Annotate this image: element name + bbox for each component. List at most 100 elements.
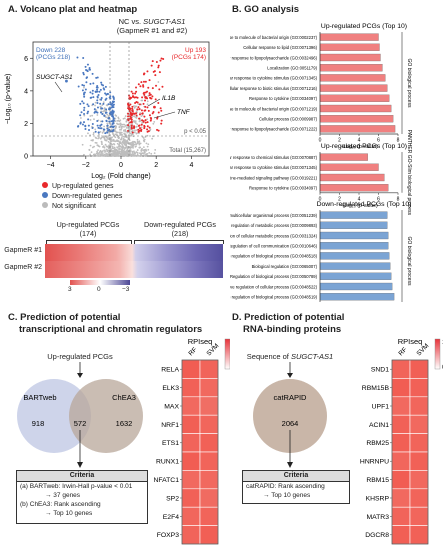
volcano-point-ns: [85, 155, 88, 157]
panel-c-subtitle: Up-regulated PCGs: [47, 352, 113, 361]
volcano-header: NC vs. SUGCT-AS1 (GapmeR #1 and #2): [82, 17, 222, 35]
volcano-point-ns: [143, 152, 145, 155]
volcano-point-down: [97, 131, 100, 134]
criteria-title-d: Criteria: [243, 471, 349, 482]
heatmap-cell: [199, 433, 219, 453]
volcano-point-ns: [118, 126, 121, 128]
volcano-point-up: [140, 123, 143, 126]
volcano-point-down: [80, 111, 83, 114]
volcano-point-ns: [89, 119, 92, 121]
go-x-tick-label: 0: [319, 138, 322, 144]
volcano-point-ns: [136, 142, 139, 145]
volcano-point-ns: [145, 149, 148, 152]
pval-label: p < 0.05: [184, 129, 207, 135]
heatmap-cell: [409, 525, 429, 545]
go-term-label: Negative regulation of biological proces…: [230, 295, 318, 300]
volcano-point-ns: [125, 143, 128, 146]
volcano-point-ns: [114, 130, 117, 133]
legend-label-up: Up-regulated genes: [52, 183, 114, 190]
heatmap-cell: [181, 488, 201, 508]
volcano-point-down: [86, 103, 89, 106]
volcano-point-up: [142, 120, 145, 123]
volcano-point-down: [83, 121, 86, 124]
heatmap-bracket-down: [134, 240, 224, 244]
volcano-point-ns: [116, 154, 119, 157]
volcano-point-up: [160, 119, 163, 122]
go-term-label: Localization (GO:0051179): [267, 66, 317, 71]
volcano-point-ns: [129, 142, 132, 144]
volcano-point-up: [135, 86, 138, 89]
heatmap-up-count: (174): [79, 229, 97, 238]
volcano-point-ns: [101, 104, 104, 107]
go-x-tick-label: 8: [397, 138, 400, 144]
venn-diagram: BARTweb ChEA3 918 572 1632: [17, 362, 143, 468]
volcano-point-down: [112, 129, 115, 132]
heatmap-cell: [181, 378, 201, 398]
volcano-point-ns: [119, 152, 121, 155]
venn-count-both: 572: [74, 419, 87, 428]
header-gene: SUGCT-AS1: [143, 17, 186, 26]
volcano-point-ns: [118, 144, 121, 147]
go-term-label: Cellular response to lipopolysaccharide …: [230, 127, 318, 132]
go-bar: [319, 153, 368, 161]
volcano-point-up: [150, 64, 153, 67]
volcano-point-up: [144, 119, 147, 122]
heatmap-scale-mid: 0: [97, 286, 101, 293]
volcano-point-down: [86, 63, 89, 66]
volcano-point-up: [136, 108, 139, 111]
go-term-label: Cytokine-mediated signaling pathway (GO:…: [230, 175, 318, 180]
volcano-point-ns: [129, 153, 132, 156]
go-group-title: Down-regulated PCGs (Top 10): [317, 201, 412, 208]
volcano-point-ns: [126, 131, 129, 134]
go-bar: [319, 104, 392, 113]
volcano-point-up: [130, 126, 133, 129]
volcano-point-ns: [114, 114, 117, 117]
heatmap-cell: [181, 470, 201, 490]
heatmap-scale-bar: [434, 338, 441, 370]
catrapid-diagram: catRAPID 2064: [253, 362, 327, 468]
gene-pointer-il1b: [147, 98, 161, 107]
volcano-point-down: [85, 81, 88, 84]
volcano-point-down: [94, 90, 97, 93]
volcano-point-ns: [129, 146, 132, 148]
volcano-point-ns: [95, 109, 98, 112]
volcano-point-down: [102, 102, 105, 105]
volcano-point-ns: [147, 143, 150, 146]
volcano-point-down: [87, 110, 90, 113]
volcano-point-down: [106, 131, 109, 134]
volcano-point-ns: [117, 123, 120, 126]
heatmap-scale-bar: [224, 338, 230, 370]
gene-label-tnf: TNF: [177, 109, 191, 116]
heatmap-color-scale: [70, 280, 130, 285]
go-term-label: Cellular response to lipopolysaccharide …: [230, 55, 318, 60]
volcano-point-sugct: [65, 79, 68, 83]
volcano-point-ns: [110, 154, 113, 157]
volcano-point-ns: [95, 142, 98, 144]
panel-c-title: C. Prediction of potential transcription…: [8, 312, 202, 336]
volcano-point-down: [89, 82, 92, 85]
volcano-point-ns: [136, 140, 139, 143]
go-bar: [319, 53, 381, 62]
volcano-point-ns: [131, 150, 134, 153]
volcano-point-ns: [99, 120, 102, 123]
volcano-point-ns: [122, 137, 125, 140]
go-side-label: PANTHER GO-Slim biological process: [406, 130, 412, 216]
volcano-point-up: [129, 103, 132, 106]
criteria-c-line2: → 37 genes: [45, 492, 81, 499]
volcano-point-down: [84, 124, 87, 127]
volcano-point-down: [89, 96, 92, 99]
volcano-point-ns: [122, 117, 125, 120]
heatmap-cell: [199, 378, 219, 398]
volcano-point-ns: [144, 135, 147, 138]
volcano-point-down: [112, 103, 115, 106]
volcano-point-ns: [136, 149, 139, 151]
volcano-point-down: [107, 117, 110, 120]
volcano-point-ns: [117, 116, 120, 119]
volcano-point-up: [137, 130, 140, 133]
volcano-point-ns: [134, 141, 137, 144]
volcano-point-down: [100, 81, 103, 84]
volcano-point-down: [96, 101, 99, 104]
volcano-point-ns: [149, 128, 152, 131]
volcano-point-down: [77, 124, 80, 127]
volcano-point-ns: [132, 146, 134, 149]
